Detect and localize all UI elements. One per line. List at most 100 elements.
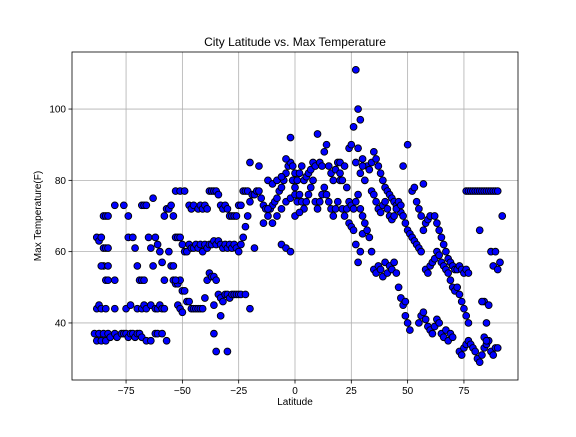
data-point (155, 247, 164, 256)
data-point (158, 258, 166, 267)
data-point (119, 201, 128, 210)
data-point (212, 276, 221, 285)
data-point (320, 183, 329, 192)
data-point (356, 247, 365, 256)
data-point (365, 233, 374, 242)
data-point (358, 212, 367, 220)
data-point (394, 283, 403, 292)
data-point (390, 212, 398, 220)
data-point (277, 205, 286, 213)
y-axis-label: Max Temperature(F) (33, 171, 44, 261)
data-point (383, 205, 392, 213)
data-point (360, 176, 369, 185)
data-point (464, 269, 473, 277)
data-point (482, 319, 491, 327)
data-point (171, 276, 180, 285)
data-point (381, 197, 389, 206)
data-point (315, 197, 324, 206)
data-point (496, 258, 504, 267)
data-point (223, 205, 232, 213)
chart-title: City Latitude vs. Max Temperature (204, 35, 386, 49)
data-point (268, 219, 277, 227)
data-point (482, 336, 491, 345)
data-point (442, 247, 450, 256)
x-tick-label: 50 (402, 386, 414, 397)
x-tick-label: 75 (458, 386, 470, 397)
data-point (322, 190, 331, 199)
data-point (401, 311, 410, 320)
data-point (160, 304, 169, 313)
data-point (146, 336, 155, 345)
data-point (273, 194, 281, 203)
data-point (349, 123, 358, 131)
data-point (401, 219, 410, 227)
y-tick-label: 100 (49, 105, 66, 116)
data-point (376, 208, 385, 217)
data-point (216, 311, 225, 320)
data-point (329, 176, 338, 185)
data-point (403, 319, 412, 327)
y-ticks: 40 60 80 100 (49, 105, 72, 329)
data-point (232, 212, 241, 220)
x-tick-label: 0 (292, 386, 298, 397)
data-point (354, 190, 362, 199)
data-point (397, 201, 405, 210)
data-point (142, 201, 151, 210)
data-point (110, 276, 119, 285)
data-point (282, 155, 290, 163)
y-tick-label: 60 (55, 247, 67, 258)
data-point (329, 212, 338, 220)
data-point (158, 329, 166, 338)
data-point (475, 226, 484, 235)
data-point (313, 205, 322, 213)
data-point (457, 297, 466, 306)
data-point (376, 265, 385, 274)
data-point (304, 190, 313, 199)
data-point (214, 190, 223, 199)
data-point (101, 304, 110, 313)
data-point (241, 290, 250, 299)
data-point (401, 297, 410, 306)
data-point (356, 115, 365, 124)
x-tick-label: 25 (346, 386, 358, 397)
grid (72, 52, 518, 380)
data-point (97, 262, 106, 270)
data-point (151, 233, 160, 242)
data-point (437, 233, 446, 242)
data-point (320, 147, 329, 156)
data-point (349, 205, 358, 213)
data-point (212, 347, 221, 356)
data-point (354, 144, 362, 153)
data-point (356, 169, 365, 178)
x-tick-label: −25 (230, 386, 247, 397)
data-point (415, 319, 423, 327)
data-point (462, 311, 471, 320)
data-point (104, 276, 112, 285)
data-point (185, 297, 193, 306)
data-point (358, 155, 367, 163)
data-point (286, 247, 295, 256)
data-point (128, 233, 137, 242)
data-point (349, 226, 358, 235)
data-point (239, 233, 248, 242)
data-point (149, 262, 157, 270)
data-point (104, 244, 112, 252)
data-point (419, 308, 428, 317)
data-point (180, 287, 189, 295)
data-point (219, 297, 227, 306)
data-point (302, 197, 311, 206)
data-point (97, 233, 106, 242)
data-point (433, 219, 441, 227)
data-point (257, 194, 266, 203)
data-point (421, 315, 430, 324)
data-point (104, 262, 112, 270)
data-point (369, 190, 378, 199)
data-point (403, 140, 412, 149)
data-point (110, 201, 119, 210)
data-point (140, 276, 148, 285)
data-point (372, 197, 380, 206)
data-point (448, 333, 457, 342)
data-point (399, 212, 407, 220)
data-point (324, 197, 333, 206)
